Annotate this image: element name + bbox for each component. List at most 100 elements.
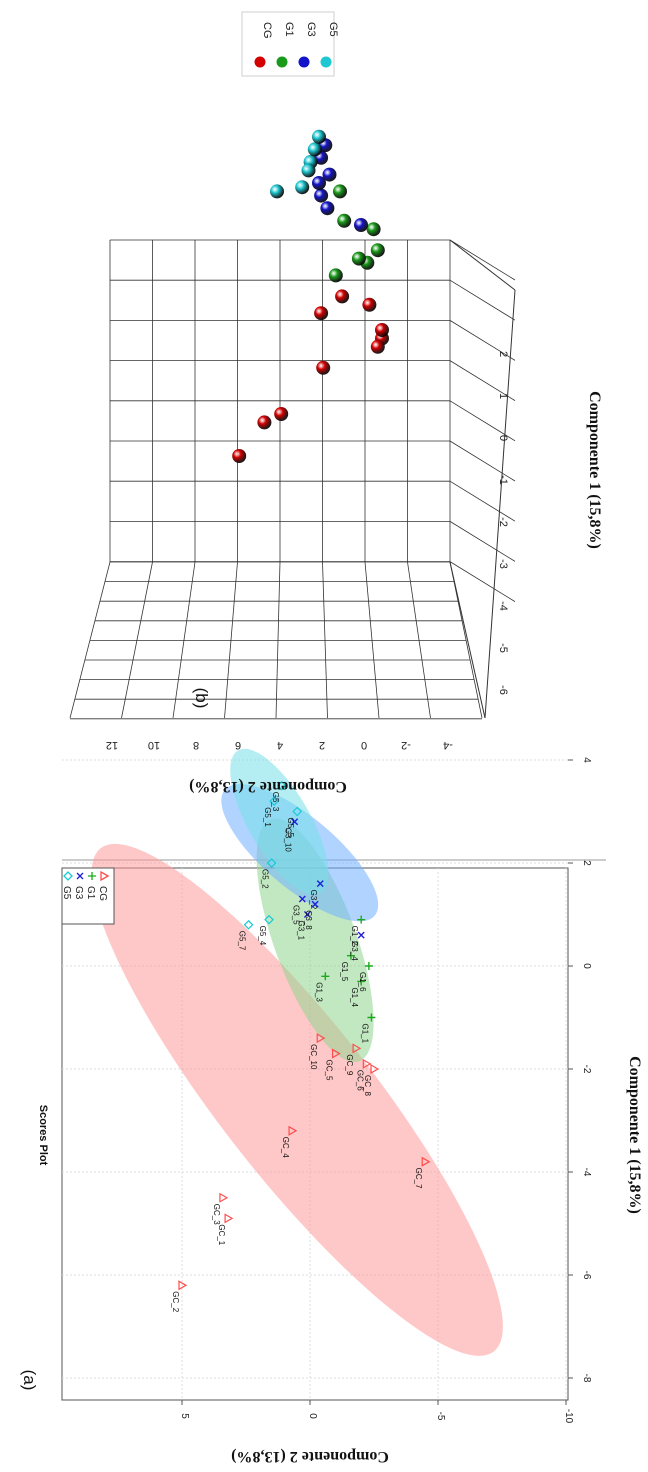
sphere-cg: [362, 297, 377, 312]
point-g1: [367, 1013, 376, 1022]
legend-marker-g5: [63, 871, 73, 881]
legend-marker-g1: [88, 872, 96, 880]
point-g5: [264, 914, 274, 925]
legend-label-g1: G1: [283, 22, 295, 37]
legend-label-g5: G5: [61, 886, 72, 900]
x-tick-label-b: 2: [497, 351, 509, 357]
point-g5: [276, 780, 287, 791]
point-cg: [316, 1033, 326, 1044]
point-g3: [311, 900, 319, 908]
point-g1: [364, 962, 373, 970]
floor-grid-v: [364, 561, 380, 719]
y-tick-label-b: 10: [148, 739, 160, 751]
point-cg: [362, 1058, 372, 1069]
floor-grid-v: [275, 561, 281, 719]
side-grid: [449, 239, 516, 281]
point-label: G1_4: [350, 987, 359, 1007]
side-grid: [449, 440, 516, 482]
box-edge: [449, 561, 486, 719]
panel-label-a: (a): [20, 1370, 39, 1391]
x-axis-title-a: Componente 1 (15,8%): [626, 1056, 643, 1214]
y-tick-label-b: 12: [106, 739, 118, 751]
point-g3: [357, 931, 365, 939]
sphere-g3: [312, 176, 326, 190]
y-tick-label: 0: [307, 1413, 318, 1419]
side-grid: [449, 561, 516, 602]
x-tick-label: 0: [581, 963, 592, 969]
sphere-g1: [351, 251, 366, 266]
point-cg: [352, 1043, 362, 1054]
point-label: G5_7: [238, 931, 247, 951]
legend-marker-g3: [76, 872, 84, 880]
y-tick-label-b: 6: [235, 739, 241, 751]
side-grid: [449, 360, 516, 401]
box-edge: [449, 239, 516, 291]
floor-grid-v: [224, 561, 238, 719]
point-g5: [269, 796, 280, 807]
sphere-cg: [316, 360, 331, 375]
confidence-ellipse-g5: [230, 748, 329, 895]
point-g1: [346, 951, 355, 960]
y-tick-label-b: 4: [277, 739, 283, 751]
sphere-g3: [354, 218, 368, 232]
point-cg: [332, 1048, 341, 1059]
floor-grid-v: [172, 561, 196, 719]
point-label: GC_9: [345, 1054, 354, 1075]
point-label: GC_4: [281, 1137, 290, 1158]
legend-b: CG G1 G3 G5: [241, 11, 339, 77]
box-edge: [484, 289, 516, 719]
x-tick-label-b: -5: [497, 643, 509, 653]
legend-label-cg: CG: [261, 22, 273, 39]
point-label: G3_8: [304, 910, 313, 930]
point-label: GC_7: [414, 1168, 423, 1189]
point-label: G5_1: [263, 807, 272, 827]
sphere-g5: [295, 180, 310, 195]
legend-label-g1: G1: [85, 886, 96, 900]
point-g3: [303, 911, 311, 918]
point-label: G3_1: [296, 921, 305, 941]
confidence-ellipse-cg: [91, 843, 503, 1356]
sphere-g3: [320, 201, 335, 216]
x-tick-label-b: -3: [497, 559, 509, 569]
floor-grid-v: [407, 561, 431, 719]
panel-label-b: (b): [192, 688, 211, 709]
sphere-g1: [328, 268, 343, 283]
point-label: GC_1: [217, 1224, 226, 1245]
y-tick-label: 5: [179, 1413, 190, 1419]
point-g1: [321, 972, 330, 981]
side-grid: [449, 279, 516, 321]
y-tick-label-b: -4: [443, 739, 453, 751]
y-tick-label-b: -2: [401, 739, 411, 751]
point-g3: [291, 818, 299, 826]
x-tick-label: 2: [581, 860, 592, 866]
sphere-g3: [322, 167, 337, 182]
sphere-cg: [274, 407, 289, 421]
x-tick-label: -2: [581, 1065, 592, 1074]
side-grid: [449, 320, 516, 361]
point-label: G1_1: [360, 1024, 369, 1044]
x-tick-label: 4: [581, 757, 592, 763]
x-tick-label: -4: [581, 1168, 592, 1177]
y-tick-label-b: 8: [193, 739, 199, 751]
legend-dot-cg: [254, 56, 266, 68]
point-cg: [421, 1156, 431, 1167]
point-cg: [219, 1192, 229, 1203]
x-tick-label-b: 1: [497, 393, 509, 399]
point-label: GC_5: [325, 1060, 334, 1081]
sphere-g5: [312, 129, 326, 144]
point-g5: [266, 858, 277, 868]
sphere-g1: [337, 213, 352, 228]
floor-grid-v: [69, 561, 111, 719]
point-g3: [298, 895, 306, 903]
y-axis-title-b: Componente 2 (13,8%): [189, 778, 347, 795]
x-tick-label-b: -4: [497, 601, 509, 611]
point-g3: [316, 880, 324, 888]
y-tick-label: -10: [563, 1409, 574, 1424]
x-tick-label: -6: [581, 1271, 592, 1280]
legend-marker-cg: [100, 870, 110, 882]
sphere-cg: [232, 449, 247, 463]
x-tick-label-b: -2: [497, 517, 509, 527]
point-label: GC_6: [355, 1070, 364, 1091]
